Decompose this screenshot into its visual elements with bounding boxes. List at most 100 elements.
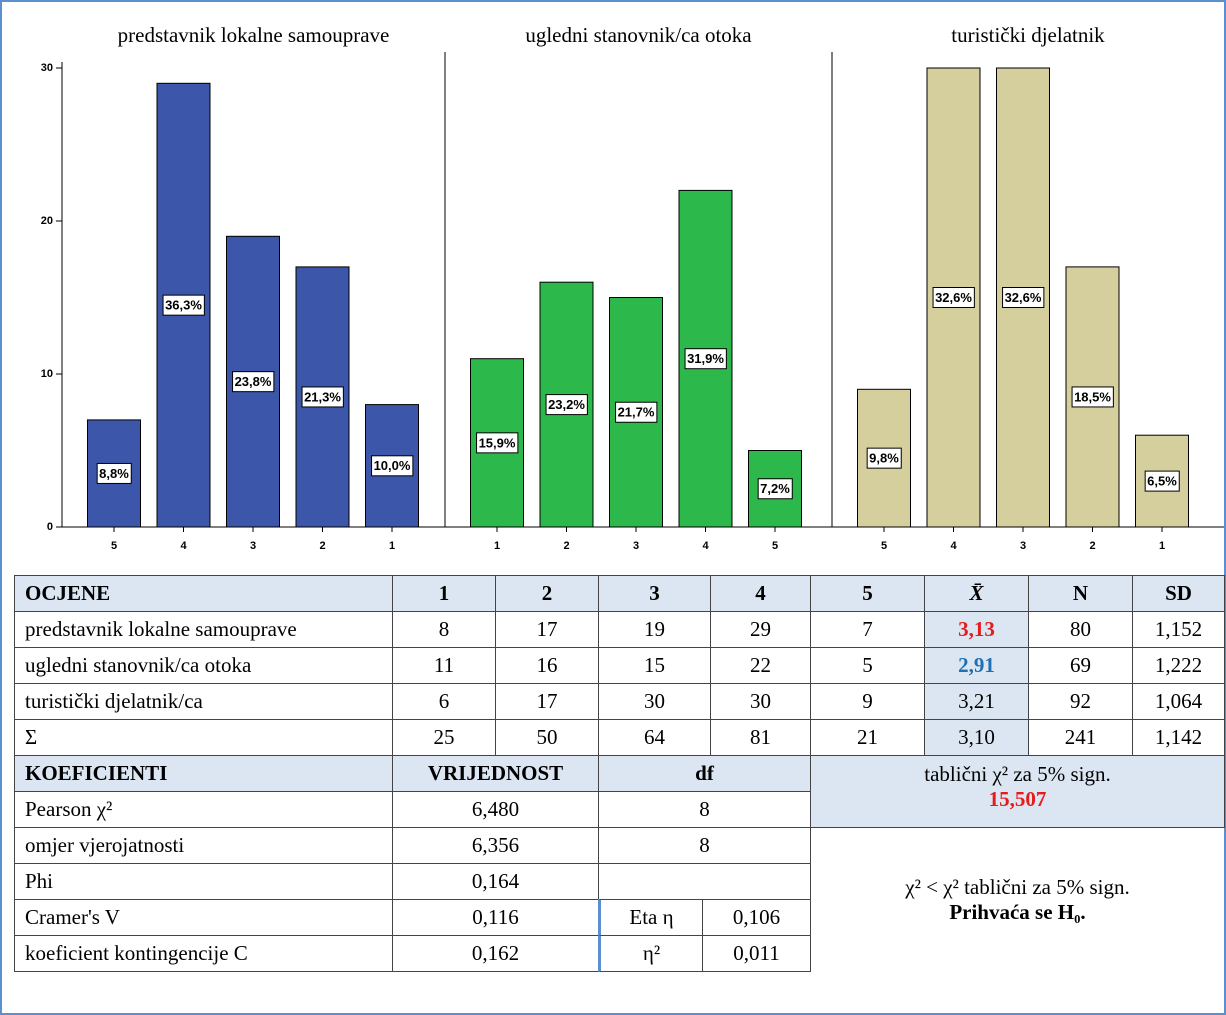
panel-title: ugledni stanovnik/ca otoka [525, 23, 752, 47]
bar-label: 32,6% [935, 290, 972, 305]
bar-label-box [757, 478, 793, 500]
table-cell: 0,106 [702, 899, 811, 936]
x-tick-label: 2 [563, 540, 569, 552]
table-cell: 1,152 [1132, 611, 1225, 648]
table-cell: η² [598, 935, 703, 972]
panel-title: turistički djelatnik [951, 23, 1105, 47]
header-cell: N [1028, 575, 1133, 612]
table-cell: 1,064 [1132, 683, 1225, 720]
bar-label: 10,0% [374, 458, 411, 473]
table-cell: 19 [598, 611, 711, 648]
table-cell: 2,91 [924, 647, 1029, 684]
bar-label-box [866, 447, 902, 469]
x-tick-label: 4 [702, 540, 709, 552]
table-cell: Pearson χ² [14, 791, 393, 828]
table-cell: Eta η [598, 899, 703, 936]
table-cell: 7 [810, 611, 925, 648]
header-cell: 3 [598, 575, 711, 612]
bar-label: 9,8% [869, 451, 899, 466]
header-cell: 2 [495, 575, 599, 612]
table-cell: koeficient kontingencije C [14, 935, 393, 972]
bar-label: 23,2% [548, 397, 585, 412]
table-cell: 8 [392, 611, 496, 648]
table-cell: 17 [495, 683, 599, 720]
header-cell: VRIJEDNOST [392, 755, 599, 792]
bar-label-box [615, 401, 658, 423]
table-cell: 241 [1028, 719, 1133, 756]
table-cell: 30 [598, 683, 711, 720]
table-cell: 11 [392, 647, 496, 684]
table-cell: 22 [710, 647, 811, 684]
x-tick-label: 2 [1089, 540, 1095, 552]
critical-value: 15,507 [988, 787, 1047, 811]
table-cell: 21 [810, 719, 925, 756]
table-cell: 92 [1028, 683, 1133, 720]
header-cell: 5 [810, 575, 925, 612]
table-cell: 6 [392, 683, 496, 720]
bar-label-box [232, 371, 275, 393]
table-cell: turistički djelatnik/ca [14, 683, 393, 720]
bar-label-box [96, 462, 132, 484]
bar-label-box [371, 455, 414, 477]
bar-label: 21,3% [304, 389, 341, 404]
table-cell: omjer vjerojatnosti [14, 827, 393, 864]
table-cell: 6,356 [392, 827, 599, 864]
bar-label: 23,8% [235, 374, 272, 389]
header-cell: df [598, 755, 811, 792]
x-tick-label: 4 [180, 540, 187, 552]
table-cell: 3,10 [924, 719, 1029, 756]
header-cell: 4 [710, 575, 811, 612]
table-cell: 64 [598, 719, 711, 756]
bar-label-box [684, 348, 727, 370]
table-cell: 81 [710, 719, 811, 756]
x-tick-label: 1 [389, 540, 395, 552]
y-tick-label: 10 [41, 368, 53, 380]
table-cell: 30 [710, 683, 811, 720]
x-tick-label: 1 [494, 540, 500, 552]
table-cell: 15 [598, 647, 711, 684]
x-tick-label: 1 [1159, 540, 1165, 552]
y-tick-label: 0 [47, 521, 53, 533]
bar-label: 15,9% [479, 435, 516, 450]
x-tick-label: 5 [772, 540, 778, 552]
table-cell: 0,011 [702, 935, 811, 972]
bar-label: 6,5% [1147, 474, 1177, 489]
bar-label-box [932, 287, 975, 308]
bar-label: 32,6% [1005, 290, 1042, 305]
bar-label: 7,2% [760, 481, 790, 496]
table-cell: Σ [14, 719, 393, 756]
panel-title: predstavnik lokalne samouprave [118, 23, 390, 47]
table-cell: 1,142 [1132, 719, 1225, 756]
critical-box: tablični χ² za 5% sign. 15,507 [810, 755, 1225, 828]
table-cell: 25 [392, 719, 496, 756]
x-tick-label: 4 [950, 540, 957, 552]
conclusion-box: χ² < χ² tablični za 5% sign. Prihvaća se … [810, 827, 1225, 973]
header-cell: 1 [392, 575, 496, 612]
conclusion-result: Prihvaća se H₀. [949, 900, 1086, 924]
table-cell: 80 [1028, 611, 1133, 648]
table-cell: 17 [495, 611, 599, 648]
table-cell: 3,21 [924, 683, 1029, 720]
table-cell: 0,162 [392, 935, 599, 972]
table-cell: 8 [598, 791, 811, 828]
table-cell: 5 [810, 647, 925, 684]
y-tick-label: 20 [41, 215, 53, 227]
bar-label-box [1071, 386, 1114, 408]
bar-label-box [301, 386, 344, 408]
bar-label: 36,3% [165, 298, 202, 313]
header-cell: OCJENE [14, 575, 393, 612]
y-tick-label: 30 [41, 62, 53, 74]
table-cell: 6,480 [392, 791, 599, 828]
critical-label: tablični χ² za 5% sign. [924, 762, 1111, 786]
bar-label: 21,7% [618, 405, 655, 420]
table-cell: predstavnik lokalne samouprave [14, 611, 393, 648]
table-cell: Phi [14, 863, 393, 900]
charts: predstavnik lokalne samouprave 0 10 20 30 5 8,… [41, 23, 1224, 552]
x-tick-label: 3 [633, 540, 639, 552]
table-cell [598, 863, 811, 900]
table-cell: 29 [710, 611, 811, 648]
bar-label: 8,8% [99, 466, 129, 481]
table-cell: 50 [495, 719, 599, 756]
bar-label: 18,5% [1074, 389, 1111, 404]
table-cell: 16 [495, 647, 599, 684]
